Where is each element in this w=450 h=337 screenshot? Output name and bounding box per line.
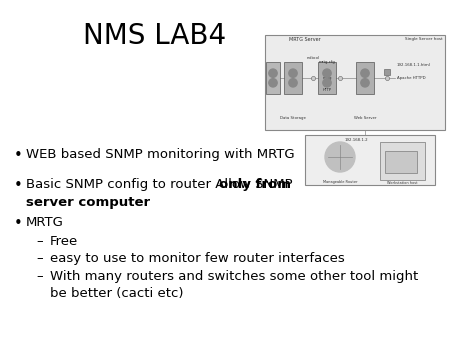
Text: Basic SNMP config to router Allow SNMP: Basic SNMP config to router Allow SNMP <box>26 178 297 191</box>
FancyBboxPatch shape <box>305 135 435 185</box>
Text: MRTG Server: MRTG Server <box>289 37 321 42</box>
Circle shape <box>323 69 331 78</box>
Text: Free: Free <box>50 235 78 248</box>
Text: be better (cacti etc): be better (cacti etc) <box>50 287 184 300</box>
FancyBboxPatch shape <box>380 142 425 180</box>
Text: Single Server host: Single Server host <box>405 37 443 41</box>
Text: 192.168.1.1.html: 192.168.1.1.html <box>397 63 431 67</box>
Text: –: – <box>36 235 43 248</box>
Text: –: – <box>36 252 43 265</box>
Circle shape <box>289 79 297 87</box>
Text: Web Server: Web Server <box>354 116 376 120</box>
FancyBboxPatch shape <box>284 62 302 94</box>
Text: only from: only from <box>219 178 291 191</box>
Text: rrdtool: rrdtool <box>306 56 320 60</box>
Text: MRTG: MRTG <box>26 216 64 229</box>
Circle shape <box>269 79 277 87</box>
FancyBboxPatch shape <box>318 62 336 94</box>
Text: easy to use to monitor few router interfaces: easy to use to monitor few router interf… <box>50 252 345 265</box>
FancyBboxPatch shape <box>265 35 445 130</box>
FancyBboxPatch shape <box>356 62 374 94</box>
Circle shape <box>361 79 369 87</box>
Text: NMS LAB4: NMS LAB4 <box>83 22 226 50</box>
Text: mrtg.cfg: mrtg.cfg <box>319 60 335 64</box>
Text: •: • <box>14 216 23 231</box>
Text: server computer: server computer <box>26 196 150 209</box>
Text: With many routers and switches some other tool might: With many routers and switches some othe… <box>50 270 418 283</box>
Text: –: – <box>36 270 43 283</box>
Text: •: • <box>14 178 23 193</box>
Circle shape <box>269 69 277 78</box>
Text: mrtg: mrtg <box>322 76 332 80</box>
Text: Manageable Router: Manageable Router <box>323 180 357 184</box>
Text: •: • <box>14 148 23 163</box>
FancyBboxPatch shape <box>385 151 417 173</box>
Circle shape <box>361 69 369 78</box>
Text: 192.168.1.2: 192.168.1.2 <box>345 138 369 142</box>
Circle shape <box>289 69 297 78</box>
Text: HTTP: HTTP <box>323 88 332 92</box>
Text: WEB based SNMP monitoring with MRTG: WEB based SNMP monitoring with MRTG <box>26 148 295 161</box>
Circle shape <box>325 142 355 172</box>
Circle shape <box>323 79 331 87</box>
FancyBboxPatch shape <box>266 62 280 94</box>
Text: Data Storage: Data Storage <box>280 116 306 120</box>
Text: Apache HTTPD: Apache HTTPD <box>397 76 426 80</box>
Text: Workstation host: Workstation host <box>387 181 417 185</box>
